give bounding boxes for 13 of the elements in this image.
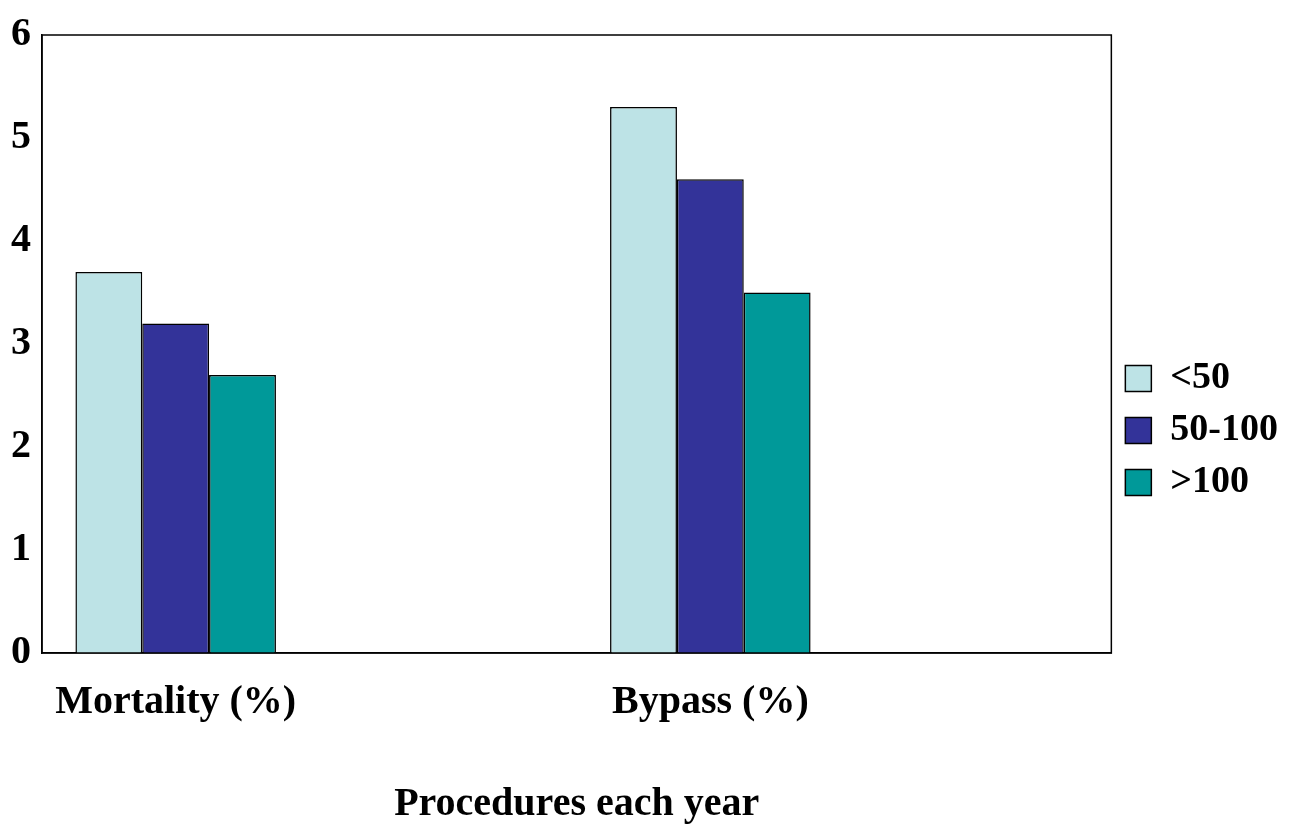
- y-tick-label: 4: [11, 215, 31, 261]
- y-tick-label: 1: [11, 524, 31, 570]
- y-tick-label: 0: [11, 627, 31, 673]
- legend-label: >100: [1170, 458, 1249, 501]
- x-axis-title: Procedures each year: [394, 779, 760, 825]
- y-tick-label: 3: [11, 318, 31, 364]
- x-tick-label: Mortality (%): [55, 677, 297, 723]
- y-tick-label: 6: [11, 9, 31, 55]
- y-tick-label: 5: [11, 112, 31, 158]
- legend-label: <50: [1170, 354, 1230, 397]
- legend-label: 50-100: [1170, 406, 1278, 449]
- x-tick-label: Bypass (%): [611, 677, 809, 723]
- y-tick-label: 2: [11, 421, 31, 467]
